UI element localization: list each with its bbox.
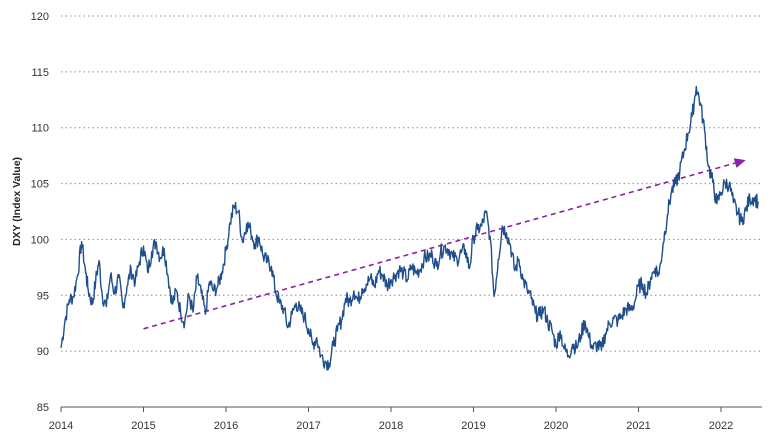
- x-tick-label: 2016: [214, 420, 238, 432]
- x-tick-label: 2022: [709, 420, 733, 432]
- trend-arrow-head: [733, 158, 746, 168]
- x-tick-label: 2014: [49, 420, 73, 432]
- x-tick-label: 2018: [379, 420, 403, 432]
- y-tick-label: 120: [31, 11, 49, 23]
- y-tick-label: 100: [31, 234, 49, 246]
- y-tick-label: 85: [37, 402, 49, 414]
- y-tick-label: 115: [31, 67, 49, 79]
- y-tick-label: 110: [31, 123, 49, 135]
- y-tick-label: 95: [37, 290, 49, 302]
- y-axis-title: DXY (Index Value): [11, 157, 23, 246]
- grid-lines: [61, 15, 762, 352]
- series-line-dxy: [60, 85, 759, 371]
- x-tick-label: 2020: [544, 420, 568, 432]
- x-tick-label: 2019: [461, 420, 485, 432]
- x-tick-label: 2017: [296, 420, 320, 432]
- y-tick-label: 105: [31, 179, 49, 191]
- x-axis-ticks: 2014 2015 2016 2017 2018 2019 2020 2021 2022: [49, 407, 733, 432]
- x-tick-label: 2021: [626, 420, 650, 432]
- x-tick-label: 2015: [131, 420, 155, 432]
- y-tick-label: 90: [37, 346, 49, 358]
- y-axis-ticks: 85 90 95 100 105 110 115 120: [31, 11, 49, 414]
